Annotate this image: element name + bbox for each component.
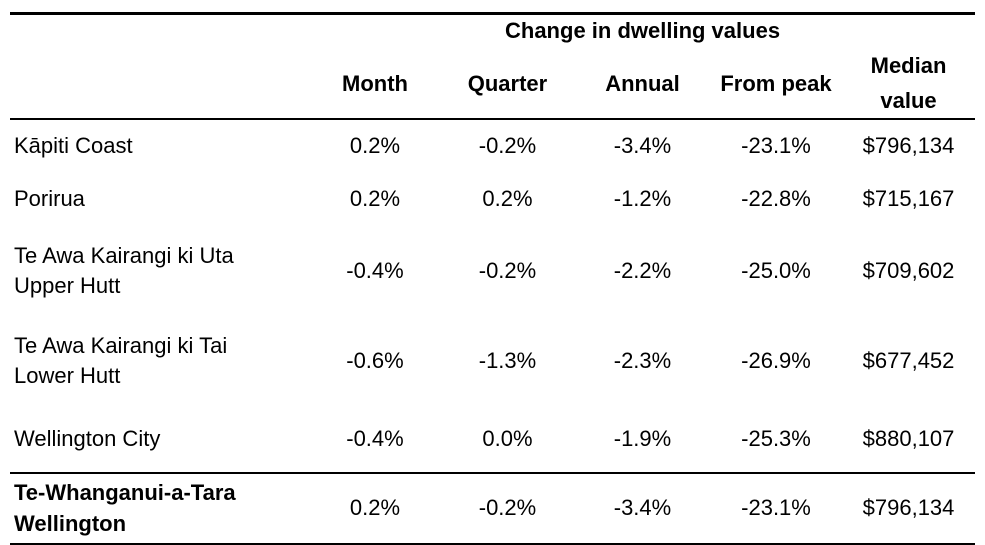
median-value: $796,134 xyxy=(842,472,976,545)
from-peak-value: -23.1% xyxy=(741,132,811,158)
region-name: Te Awa Kairangi ki Tai Lower Hutt xyxy=(14,332,228,389)
from-peak-value: -25.0% xyxy=(741,257,811,283)
from-peak-value: -26.9% xyxy=(741,347,811,373)
median-value: $715,167 xyxy=(862,185,955,211)
month-value: 0.2% xyxy=(349,132,401,158)
annual-value: -2.3% xyxy=(613,347,672,373)
column-header-region-empty xyxy=(10,48,310,121)
annual-value: -2.2% xyxy=(613,257,672,283)
quarter-value: 0.0% xyxy=(482,425,533,451)
table-row-upper-hutt: Te Awa Kairangi ki Uta Upper Hutt -0.4% … xyxy=(10,226,975,316)
median-value: $880,107 xyxy=(862,425,955,451)
quarter-value: -0.2% xyxy=(478,132,537,158)
region-name: Te-Whanganui-a-Tara Wellington xyxy=(10,472,310,545)
table-row-porirua: Porirua 0.2% 0.2% -1.2% -22.8% $715,167 xyxy=(10,172,975,226)
median-value: $796,134 xyxy=(862,132,955,158)
quarter-value: -1.3% xyxy=(478,347,537,373)
annual-value: -1.2% xyxy=(613,185,672,211)
group-header-spacer xyxy=(10,14,310,49)
table-row-kapiti-coast: Kāpiti Coast 0.2% -0.2% -3.4% -23.1% $79… xyxy=(10,119,975,172)
column-header-row: Month Quarter Annual From peak Median va… xyxy=(10,48,976,121)
quarter-value: -0.2% xyxy=(440,472,575,545)
table-row-wellington-total: Te-Whanganui-a-Tara Wellington 0.2% -0.2… xyxy=(10,472,976,545)
month-value: -0.4% xyxy=(346,425,404,451)
table-row-wellington-city: Wellington City -0.4% 0.0% -1.9% -25.3% … xyxy=(10,406,975,473)
annual-value: -1.9% xyxy=(613,425,672,451)
column-header-quarter: Quarter xyxy=(440,48,575,121)
quarter-value: -0.2% xyxy=(478,257,537,283)
from-peak-value: -25.3% xyxy=(741,425,811,451)
dwelling-values-table: Change in dwelling values Month Quarter … xyxy=(10,12,976,545)
region-name: Porirua xyxy=(14,185,85,211)
column-header-annual: Annual xyxy=(575,48,710,121)
column-header-median-value: Median value xyxy=(842,48,976,121)
month-value: 0.2% xyxy=(349,185,401,211)
table-row-lower-hutt: Te Awa Kairangi ki Tai Lower Hutt -0.6% … xyxy=(10,316,975,406)
region-name: Wellington City xyxy=(14,425,161,451)
month-value: 0.2% xyxy=(310,472,440,545)
annual-value: -3.4% xyxy=(575,472,710,545)
group-header-title: Change in dwelling values xyxy=(505,18,781,44)
median-value: $677,452 xyxy=(862,347,955,373)
month-value: -0.6% xyxy=(346,347,404,373)
annual-value: -3.4% xyxy=(613,132,672,158)
region-name: Kāpiti Coast xyxy=(14,132,133,158)
month-value: -0.4% xyxy=(346,257,404,283)
column-header-from-peak: From peak xyxy=(710,48,842,121)
from-peak-value: -23.1% xyxy=(710,472,842,545)
column-header-month: Month xyxy=(310,48,440,121)
from-peak-value: -22.8% xyxy=(741,185,811,211)
group-header-row: Change in dwelling values xyxy=(10,14,975,49)
region-name: Te Awa Kairangi ki Uta Upper Hutt xyxy=(14,242,234,299)
median-value: $709,602 xyxy=(862,257,955,283)
quarter-value: 0.2% xyxy=(482,185,533,211)
